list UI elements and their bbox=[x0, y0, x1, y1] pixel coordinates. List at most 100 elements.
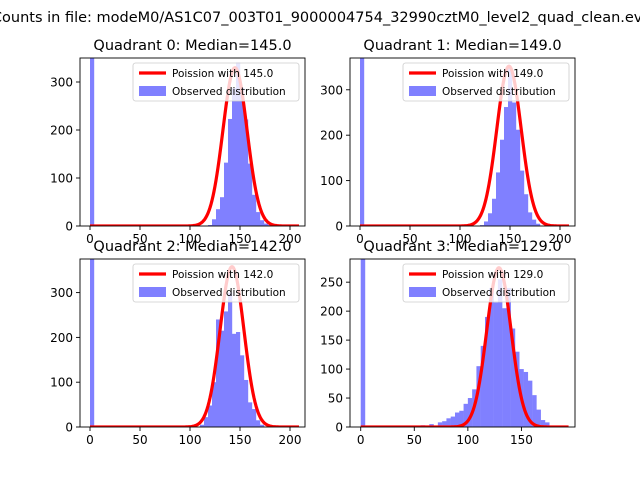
legend-observed-label: Observed distribution bbox=[172, 287, 286, 299]
x-tick-label: 200 bbox=[279, 433, 302, 447]
histogram-bar bbox=[244, 379, 249, 427]
y-tick-label: 100 bbox=[50, 172, 73, 186]
legend: Poission with 129.0 Observed distribution bbox=[402, 263, 570, 303]
x-tick-label: 50 bbox=[132, 433, 147, 447]
x-tick-label: 100 bbox=[179, 433, 202, 447]
y-tick-label: 100 bbox=[320, 174, 343, 188]
histogram-bar bbox=[489, 287, 494, 427]
legend-observed-swatch bbox=[139, 86, 166, 96]
histogram-bar bbox=[536, 223, 541, 226]
histogram-bar bbox=[497, 279, 503, 427]
legend-frame bbox=[402, 263, 570, 303]
histogram-bar bbox=[248, 402, 253, 427]
histogram-bar bbox=[200, 424, 205, 427]
histogram-bar bbox=[256, 212, 261, 226]
y-tick-label: 100 bbox=[50, 376, 73, 390]
legend-observed-swatch bbox=[139, 287, 166, 297]
x-tick-label: 150 bbox=[229, 232, 252, 246]
histogram-bar bbox=[90, 259, 95, 427]
histogram-bar bbox=[244, 119, 249, 226]
x-tick-label: 100 bbox=[449, 232, 472, 246]
histogram-bar bbox=[504, 107, 509, 226]
histogram-bar bbox=[532, 395, 537, 427]
histogram-bar bbox=[228, 118, 233, 226]
legend: Poission with 149.0 Observed distribution bbox=[402, 62, 570, 102]
legend-poisson-label: Poission with 145.0 bbox=[172, 68, 273, 80]
panel-quadrant-1: 0 50 100 150 200 0 100 200 300 Quadrant 1: Median… bbox=[320, 38, 576, 246]
plot-area bbox=[89, 58, 300, 226]
histogram-bar bbox=[236, 332, 241, 427]
histogram-bar bbox=[476, 366, 481, 427]
y-tick-label: 200 bbox=[320, 305, 343, 319]
histogram-bar bbox=[508, 67, 513, 226]
histogram-bar bbox=[208, 405, 213, 427]
histogram-bar bbox=[480, 225, 485, 226]
histogram-bar bbox=[268, 225, 273, 226]
figure-suptitle: Counts in file: modeM0/AS1C07_003T01_900… bbox=[0, 10, 640, 26]
legend: Poission with 142.0 Observed distribution bbox=[132, 263, 300, 303]
x-tick-label: 150 bbox=[229, 433, 252, 447]
histogram-bar bbox=[360, 58, 365, 226]
histogram-bar bbox=[232, 88, 237, 226]
histogram-bar bbox=[523, 371, 529, 427]
legend-observed-label: Observed distribution bbox=[442, 287, 556, 299]
y-tick-label: 0 bbox=[335, 421, 343, 435]
histogram-bar bbox=[485, 316, 490, 427]
legend-observed-label: Observed distribution bbox=[172, 86, 286, 98]
histogram-bar bbox=[442, 421, 447, 427]
panel-quadrant-0: 0 50 100 150 200 0 100 200 300 Quadrant 0: Median… bbox=[50, 38, 306, 246]
x-tick-label: 100 bbox=[456, 433, 479, 447]
y-tick-label: 0 bbox=[65, 421, 73, 435]
histogram-bar bbox=[515, 351, 520, 427]
x-tick-label: 0 bbox=[86, 232, 94, 246]
legend-frame bbox=[132, 263, 300, 303]
x-tick-label: 50 bbox=[402, 232, 417, 246]
histogram-bar bbox=[532, 219, 537, 226]
legend-poisson-label: Poission with 129.0 bbox=[442, 269, 543, 281]
panel-title: Quadrant 1: Median=149.0 bbox=[363, 38, 561, 54]
x-tick-label: 200 bbox=[549, 232, 572, 246]
histogram-bar bbox=[90, 58, 95, 226]
x-tick-label: 100 bbox=[179, 232, 202, 246]
x-tick-label: 50 bbox=[132, 232, 147, 246]
histogram-bar bbox=[437, 422, 443, 427]
histogram-bar bbox=[536, 409, 541, 427]
histogram-bar bbox=[502, 308, 507, 427]
histogram-bar bbox=[232, 333, 237, 427]
histogram-bar bbox=[506, 287, 511, 427]
histogram-bar bbox=[516, 129, 521, 226]
x-tick-label: 0 bbox=[86, 433, 94, 447]
histogram-bar bbox=[524, 194, 529, 226]
histogram-bar bbox=[220, 197, 225, 226]
histogram-bar bbox=[450, 416, 456, 427]
legend-poisson-label: Poission with 149.0 bbox=[442, 68, 543, 80]
y-tick-label: 200 bbox=[50, 331, 73, 345]
panel-title: Quadrant 2: Median=142.0 bbox=[93, 239, 291, 255]
histogram-bar bbox=[459, 410, 464, 427]
legend-poisson-label: Poission with 142.0 bbox=[172, 269, 273, 281]
histogram-bar bbox=[228, 292, 233, 427]
histogram-bar bbox=[240, 355, 245, 427]
legend-observed-swatch bbox=[409, 287, 436, 297]
histogram-bar bbox=[252, 194, 257, 226]
histogram-bar bbox=[488, 213, 493, 226]
panel-title: Quadrant 0: Median=145.0 bbox=[93, 38, 291, 54]
poisson-curve bbox=[89, 66, 300, 226]
histogram-bar bbox=[204, 417, 209, 427]
histogram-bar bbox=[224, 162, 229, 226]
panel-quadrant-2: 0 50 100 150 200 0 100 200 300 Quadrant 2: Median… bbox=[50, 239, 306, 447]
histogram-bar bbox=[492, 198, 497, 226]
legend-observed-swatch bbox=[409, 86, 436, 96]
y-tick-label: 0 bbox=[335, 220, 343, 234]
y-tick-label: 250 bbox=[320, 276, 343, 290]
y-tick-label: 150 bbox=[320, 334, 343, 348]
legend-frame bbox=[402, 62, 570, 102]
histogram-bar bbox=[220, 330, 225, 427]
axes-frame bbox=[79, 57, 306, 227]
histogram-bar bbox=[260, 424, 265, 427]
histogram-bar bbox=[500, 139, 505, 226]
histogram-bar bbox=[496, 172, 501, 226]
axes-frame bbox=[349, 258, 576, 428]
x-tick-label: 150 bbox=[510, 433, 533, 447]
